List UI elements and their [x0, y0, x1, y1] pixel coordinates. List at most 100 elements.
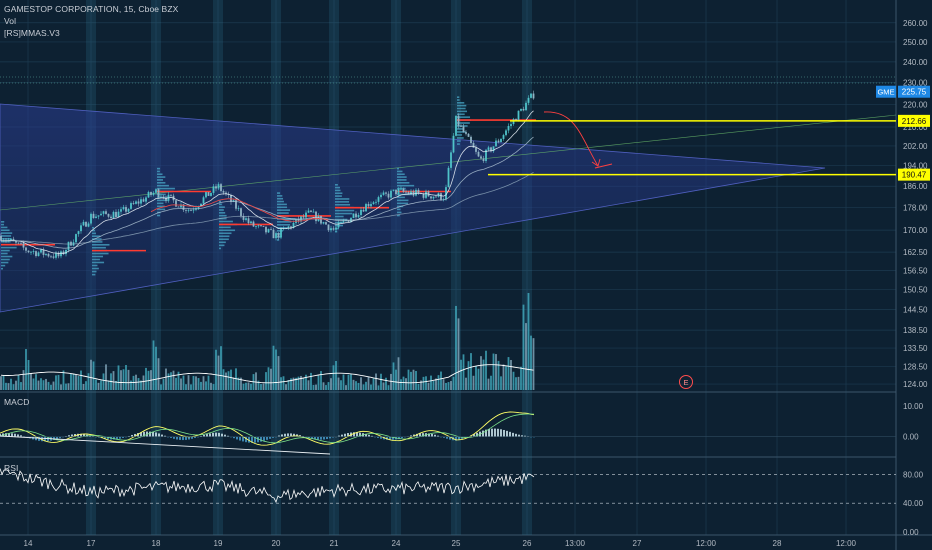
earnings-event-marker[interactable]: E [679, 375, 693, 389]
volume-bar [380, 373, 382, 390]
volume-bar [302, 377, 305, 390]
rsi-legend[interactable]: RSI [4, 463, 19, 473]
macd-histogram-bar [176, 436, 178, 440]
volume-bar [12, 384, 15, 390]
price-tick-label: 230.00 [903, 79, 928, 88]
macd-histogram-bar [221, 433, 223, 437]
volume-bar [75, 374, 77, 390]
volume-bar [430, 375, 432, 390]
volume-bar [325, 385, 327, 390]
candle-body [515, 119, 517, 121]
price-tick-label: 124.00 [903, 380, 928, 389]
volume-bar [467, 361, 470, 390]
macd-histogram-bar [104, 436, 106, 439]
volume-profile-row [92, 244, 110, 246]
volume-bar [180, 378, 182, 390]
macd-histogram-bar [224, 434, 226, 437]
volume-bar [525, 323, 527, 390]
symbol-title[interactable]: GAMESTOP CORPORATION, 15, Cboe BZX [4, 4, 179, 14]
candle-body [507, 126, 510, 131]
time-tick-label: 19 [214, 539, 223, 548]
time-tick-label: 21 [330, 539, 339, 548]
volume-bar [465, 377, 467, 390]
candle-body [15, 241, 17, 243]
candle-body [292, 222, 295, 228]
volume-profile-row [335, 215, 344, 218]
candle-body [95, 216, 97, 219]
volume-bar [275, 349, 277, 390]
candle-body [347, 220, 350, 223]
volume-profile-row [219, 212, 226, 214]
volume-profile-row [277, 221, 292, 223]
volume-profile-row [92, 261, 105, 264]
macd-histogram-bar [398, 436, 400, 439]
indicator-legend[interactable]: [RS]MMAS.V3 [4, 28, 60, 38]
volume-bar [210, 382, 212, 390]
candle-body [222, 191, 225, 193]
macd-histogram-bar [263, 436, 265, 441]
candle-body [17, 242, 20, 244]
candle-body [105, 211, 107, 214]
volume-profile-row [219, 200, 221, 203]
volume-bar [127, 369, 130, 390]
candle-body [365, 203, 367, 212]
candle-body [482, 158, 485, 161]
macd-legend[interactable]: MACD [4, 397, 30, 407]
volume-bar [382, 382, 385, 390]
macd-histogram-bar [254, 436, 256, 443]
candle-body [450, 152, 452, 168]
candle-body [12, 238, 15, 242]
volume-bar [445, 382, 447, 390]
volume-bar [32, 378, 35, 390]
price-tick-label: 202.00 [903, 142, 928, 151]
volume-bar [432, 380, 435, 390]
time-tick-label: 14 [24, 539, 33, 548]
macd-histogram-bar [209, 433, 211, 437]
volume-bar [142, 375, 145, 390]
volume-bar [25, 349, 27, 390]
macd-histogram-bar [509, 431, 511, 437]
volume-bar [357, 382, 360, 390]
volume-bar [455, 305, 457, 390]
volume-bar [237, 377, 240, 390]
volume-bar [35, 374, 37, 390]
rsi-pane [0, 468, 896, 504]
volume-profile-row [157, 208, 166, 211]
candle-body [130, 203, 132, 209]
candle-body [422, 193, 425, 198]
macd-histogram-bar [206, 434, 208, 437]
volume-legend[interactable]: Vol [4, 16, 17, 26]
volume-profile-row [397, 181, 410, 184]
volume-profile-row [397, 184, 415, 187]
candle-body [275, 233, 277, 239]
candle-body [487, 147, 490, 150]
volume-bar [317, 375, 320, 390]
volume-bar [157, 358, 160, 390]
volume-bar [347, 374, 350, 390]
candle-body [192, 209, 195, 211]
candle-body [517, 110, 520, 121]
macd-histogram-bar [434, 434, 436, 437]
volume-bar [117, 365, 120, 390]
volume-profile-row [397, 173, 405, 176]
volume-bar [437, 375, 440, 390]
macd-histogram-bar [314, 436, 316, 440]
volume-bar [52, 381, 55, 390]
macd-histogram-bar [266, 436, 268, 440]
volume-profile-row [277, 224, 291, 226]
volume-bar [270, 368, 272, 390]
volume-profile-row [457, 140, 461, 142]
volume-bar [227, 371, 230, 390]
volume-bar [60, 384, 62, 390]
volume-bar [477, 368, 480, 390]
volume-bar [10, 378, 12, 390]
macd-histogram-bar [227, 435, 229, 437]
candle-body [510, 124, 512, 127]
macd-histogram-bar [422, 433, 424, 437]
macd-histogram-bar [203, 434, 205, 437]
macd-histogram-bar [320, 436, 322, 440]
price-tick-label: 260.00 [903, 19, 928, 28]
symbol-badge [876, 85, 896, 98]
volume-bar [115, 380, 117, 390]
